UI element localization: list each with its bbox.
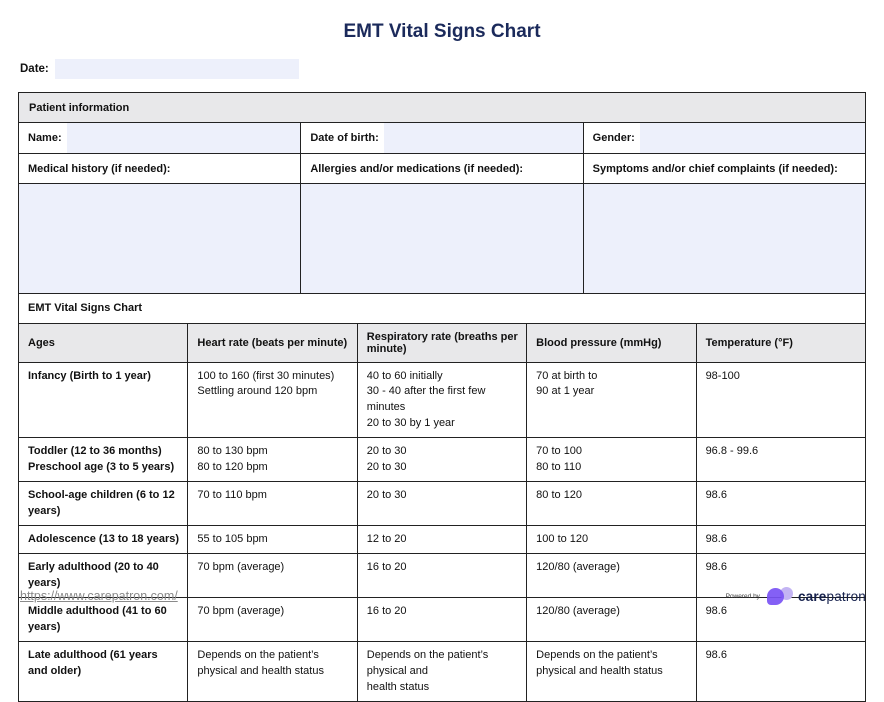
age-cell: Early adulthood (20 to 40 years): [17, 552, 189, 598]
table-row: School-age children (6 to 12 years) 70 t…: [17, 481, 867, 526]
date-of-birth-label: Date of birth:: [310, 132, 379, 144]
medical-history-notes-cell: [17, 183, 302, 294]
temperature-cell: 96.8 - 99.6: [695, 437, 867, 483]
allergies-medications-notes-input[interactable]: [305, 188, 579, 289]
blood-pressure-cell: 70 at birth to 90 at 1 year: [526, 361, 697, 439]
patient-information-header: Patient information: [18, 92, 866, 123]
respiratory-rate-cell: 12 to 20: [356, 525, 528, 554]
temperature-cell: 98.6: [695, 481, 867, 526]
carepatron-brand: Powered by carepatron: [726, 587, 866, 605]
date-row: Date:: [20, 59, 866, 79]
brand-text-patron: patron: [826, 588, 866, 604]
brand-text-care: care: [797, 588, 827, 604]
heart-rate-cell: 80 to 130 bpm 80 to 120 bpm: [187, 437, 358, 483]
table-row: Early adulthood (20 to 40 years) 70 bpm …: [17, 552, 867, 598]
heart-rate-cell: 55 to 105 bpm: [187, 525, 358, 554]
blood-pressure-cell: 100 to 120: [526, 525, 697, 554]
heart-rate-cell: 70 to 110 bpm: [187, 481, 358, 526]
medical-history-notes-input[interactable]: [23, 188, 297, 289]
column-header-temperature: Temperature (°F): [695, 322, 867, 363]
blood-pressure-cell: 80 to 120: [526, 481, 697, 526]
footer: https://www.carepatron.com/ Powered by c…: [0, 583, 884, 609]
carepatron-logo-icon: [766, 587, 793, 605]
date-input[interactable]: [54, 59, 299, 79]
vitals-column-header-row: Ages Heart rate (beats per minute) Respi…: [17, 322, 867, 363]
symptoms-complaints-notes-cell: [582, 183, 867, 294]
age-cell: Late adulthood (61 years and older): [17, 640, 189, 702]
respiratory-rate-cell: 20 to 30 20 to 30: [356, 437, 528, 483]
age-cell: School-age children (6 to 12 years): [17, 481, 189, 526]
carepatron-link[interactable]: https://www.carepatron.com/: [20, 589, 178, 603]
table-row: Adolescence (13 to 18 years) 55 to 105 b…: [17, 525, 867, 554]
vital-signs-table-header: EMT Vital Signs Chart: [18, 292, 866, 324]
column-header-heart-rate: Heart rate (beats per minute): [187, 322, 358, 363]
patient-information-table: Patient information Name: Date of birth:…: [17, 92, 867, 294]
blood-pressure-cell: Depends on the patient’s physical and he…: [526, 640, 697, 702]
age-cell: Toddler (12 to 36 months) Preschool age …: [17, 437, 189, 483]
name-cell: Name:: [17, 122, 302, 154]
allergies-medications-notes-cell: [300, 183, 584, 294]
gender-label: Gender:: [592, 132, 635, 144]
blood-pressure-cell: 70 to 100 80 to 110: [526, 437, 697, 483]
medical-history-header: Medical history (if needed):: [17, 153, 302, 184]
symptoms-complaints-notes-input[interactable]: [587, 188, 861, 289]
gender-cell: Gender:: [582, 122, 867, 154]
age-cell: Adolescence (13 to 18 years): [17, 525, 189, 554]
allergies-medications-header: Allergies and/or medications (if needed)…: [300, 153, 584, 184]
respiratory-rate-cell: 16 to 20: [356, 552, 528, 598]
date-of-birth-input[interactable]: [383, 123, 583, 153]
column-header-ages: Ages: [17, 322, 189, 363]
symptoms-complaints-header: Symptoms and/or chief complaints (if nee…: [582, 153, 867, 184]
age-cell: Infancy (Birth to 1 year): [17, 361, 189, 439]
temperature-cell: 98.6: [695, 525, 867, 554]
table-row: Late adulthood (61 years and older) Depe…: [17, 640, 867, 702]
respiratory-rate-cell: 20 to 30: [356, 481, 528, 526]
date-of-birth-cell: Date of birth:: [300, 122, 584, 154]
carepatron-wordmark: carepatron: [798, 589, 866, 604]
name-input[interactable]: [66, 123, 301, 153]
respiratory-rate-cell: Depends on the patient’s physical and he…: [356, 640, 528, 702]
temperature-cell: 98-100: [695, 361, 867, 439]
column-header-respiratory-rate: Respiratory rate (breaths per minute): [356, 322, 528, 363]
column-header-blood-pressure: Blood pressure (mmHg): [526, 322, 697, 363]
powered-by-label: Powered by: [725, 592, 760, 600]
vital-signs-table: EMT Vital Signs Chart Ages Heart rate (b…: [17, 292, 867, 702]
table-row: Infancy (Birth to 1 year) 100 to 160 (fi…: [17, 361, 867, 439]
page-title: EMT Vital Signs Chart: [343, 21, 541, 42]
heart-rate-cell: 70 bpm (average): [187, 552, 358, 598]
heart-rate-cell: 100 to 160 (first 30 minutes) Settling a…: [187, 361, 358, 439]
blood-pressure-cell: 120/80 (average): [526, 552, 697, 598]
temperature-cell: 98.6: [695, 640, 867, 702]
gender-input[interactable]: [639, 123, 865, 153]
table-row: Toddler (12 to 36 months) Preschool age …: [17, 437, 867, 483]
respiratory-rate-cell: 40 to 60 initially 30 - 40 after the fir…: [356, 361, 528, 439]
heart-rate-cell: Depends on the patient’s physical and he…: [187, 640, 358, 702]
name-label: Name:: [28, 132, 62, 144]
date-label: Date:: [20, 63, 49, 75]
